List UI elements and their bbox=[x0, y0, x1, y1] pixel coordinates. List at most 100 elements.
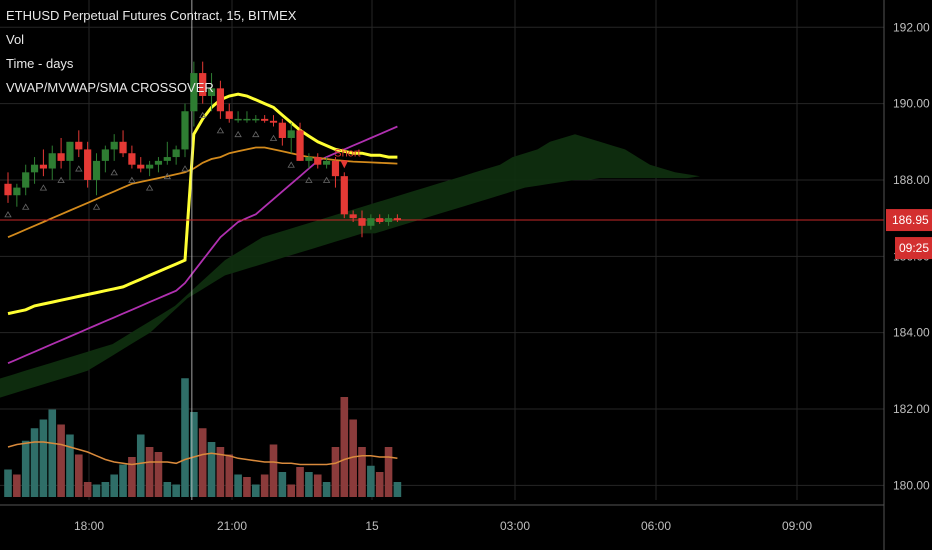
volume-bar bbox=[181, 378, 189, 497]
volume-bar bbox=[384, 447, 393, 497]
signal-triangle bbox=[39, 184, 48, 191]
volume-bar bbox=[313, 474, 322, 497]
volume-bar bbox=[296, 467, 304, 497]
candle-body bbox=[296, 130, 304, 161]
candle-body bbox=[101, 149, 109, 161]
candle-body bbox=[331, 160, 340, 177]
legend-indicator[interactable]: VWAP/MVWAP/SMA CROSSOVER bbox=[6, 80, 214, 95]
volume-bar bbox=[198, 428, 207, 497]
candle-body bbox=[75, 141, 83, 150]
candle-body bbox=[39, 164, 47, 169]
signal-triangle bbox=[57, 176, 65, 183]
volume-bar bbox=[83, 482, 92, 497]
legend-vol[interactable]: Vol bbox=[6, 32, 25, 47]
candle-body bbox=[323, 160, 331, 165]
signal-triangle bbox=[181, 165, 189, 172]
signal-triangle bbox=[287, 161, 295, 168]
countdown-label: 09:25 bbox=[899, 241, 929, 255]
volume-bar bbox=[154, 452, 163, 497]
volume-bar bbox=[207, 442, 216, 497]
volume-bar bbox=[234, 474, 242, 497]
volume-bar bbox=[269, 444, 278, 497]
time-axis[interactable]: 18:00 21:00 15 03:00 06:00 09:00 bbox=[0, 504, 884, 533]
candle-body bbox=[216, 88, 224, 112]
signal-triangle bbox=[4, 211, 12, 218]
candle-body bbox=[92, 160, 101, 180]
candles bbox=[4, 61, 401, 238]
candle-body bbox=[22, 172, 30, 188]
candle-body bbox=[181, 111, 189, 150]
volume-bar bbox=[349, 419, 357, 497]
price-tick-label: 190.00 bbox=[893, 97, 930, 111]
time-tick-label: 09:00 bbox=[782, 519, 812, 533]
cloud-area bbox=[0, 134, 700, 398]
price-tick-label: 180.00 bbox=[893, 478, 930, 492]
indicator-lines bbox=[0, 0, 884, 500]
volume-bar bbox=[119, 464, 127, 497]
candle-body bbox=[384, 218, 393, 222]
signal-triangle bbox=[252, 130, 260, 138]
candle-body bbox=[154, 160, 163, 165]
candle-body bbox=[358, 218, 366, 226]
candle-body bbox=[13, 187, 21, 196]
volume-bar bbox=[216, 447, 225, 497]
volume-bar bbox=[66, 434, 74, 497]
volume-bar bbox=[21, 440, 30, 497]
signal-triangle bbox=[216, 127, 225, 134]
time-tick-label: 03:00 bbox=[500, 519, 530, 533]
candle-body bbox=[48, 153, 56, 169]
signal-markers: Short bbox=[4, 111, 361, 218]
price-tick-label: 184.00 bbox=[893, 326, 930, 340]
volume-bar bbox=[225, 454, 234, 497]
signal-triangle bbox=[322, 176, 331, 183]
legend-title[interactable]: ETHUSD Perpetual Futures Contract, 15, B… bbox=[6, 8, 297, 23]
candle-body bbox=[376, 218, 384, 222]
price-tick-label: 182.00 bbox=[893, 402, 930, 416]
time-tick-label: 21:00 bbox=[217, 519, 247, 533]
candle-body bbox=[234, 118, 242, 121]
volume-bar bbox=[4, 469, 12, 497]
candle-body bbox=[349, 214, 357, 219]
volume-bar bbox=[48, 409, 57, 497]
candle-body bbox=[172, 149, 180, 158]
candle-body bbox=[269, 120, 278, 123]
volume-bar bbox=[13, 474, 21, 497]
signal-triangle bbox=[145, 184, 154, 191]
candle-body bbox=[243, 118, 251, 121]
volume-bar bbox=[393, 482, 402, 497]
candle-body bbox=[146, 164, 154, 169]
candle-body bbox=[314, 157, 322, 165]
candle-body bbox=[57, 153, 65, 161]
price-tick-label: 192.00 bbox=[893, 20, 930, 34]
candle-body bbox=[190, 73, 198, 112]
countdown-box bbox=[895, 237, 932, 260]
volume-bar bbox=[367, 465, 375, 497]
candle-body bbox=[66, 141, 74, 161]
candle-body bbox=[163, 157, 171, 161]
volume-bar bbox=[30, 428, 39, 497]
signal-triangle bbox=[92, 203, 101, 210]
volume-bar bbox=[163, 482, 172, 497]
volume-bar bbox=[190, 412, 198, 497]
signal-triangle bbox=[110, 169, 118, 176]
volume-bar bbox=[128, 457, 136, 497]
signal-triangle bbox=[21, 203, 30, 210]
candle-body bbox=[30, 164, 39, 173]
candle-body bbox=[207, 88, 216, 96]
last-price-box bbox=[886, 209, 932, 232]
candle-body bbox=[128, 153, 136, 165]
price-axis[interactable]: 192.00190.00188.00186.00184.00182.00180.… bbox=[883, 0, 932, 550]
volume-bar bbox=[358, 447, 366, 497]
chart-legend: ETHUSD Perpetual Futures Contract, 15, B… bbox=[6, 4, 296, 100]
candle-body bbox=[119, 141, 127, 154]
volume-bar bbox=[331, 447, 340, 497]
volume-bar bbox=[136, 434, 145, 497]
time-tick-label: 06:00 bbox=[641, 519, 671, 533]
volume-bar bbox=[75, 454, 83, 497]
candle-body bbox=[261, 118, 269, 121]
sma-line bbox=[7, 125, 398, 365]
candle-body bbox=[367, 218, 375, 226]
candle-body bbox=[225, 111, 233, 119]
legend-time[interactable]: Time - days bbox=[6, 56, 74, 71]
